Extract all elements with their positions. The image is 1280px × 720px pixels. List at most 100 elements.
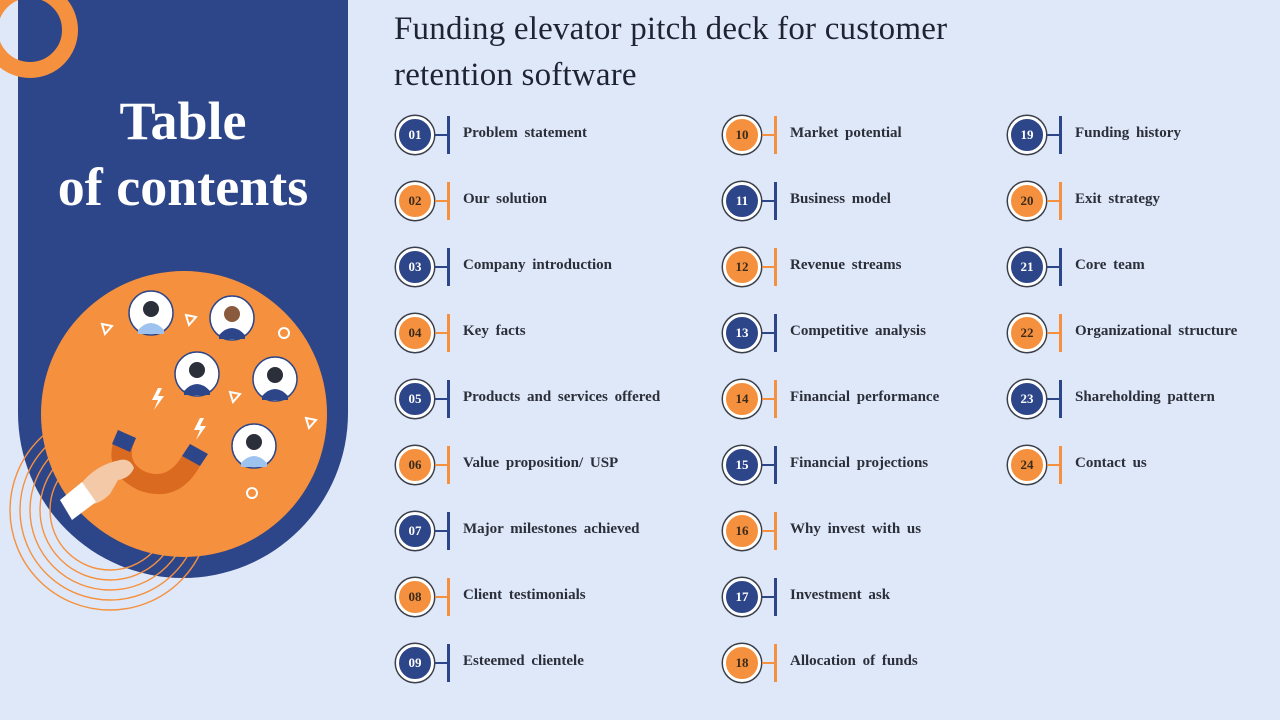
connector-line [435, 398, 449, 400]
magnet-icon [111, 430, 208, 495]
connector-bar [1059, 116, 1062, 154]
item-label: Products and services offered [463, 389, 661, 405]
toc-item[interactable]: 18 Allocation of funds [723, 644, 1013, 684]
toc-item[interactable]: 22 Organizational structure [1008, 314, 1280, 354]
item-label: Value proposition/ USP [463, 455, 619, 471]
toc-item[interactable]: 10 Market potential [723, 116, 1013, 156]
item-label: Problem statement [463, 125, 587, 141]
toc-item[interactable]: 13 Competitive analysis [723, 314, 1013, 354]
connector-bar [774, 644, 777, 682]
toc-item[interactable]: 21 Core team [1008, 248, 1280, 288]
connector-bar [1059, 380, 1062, 418]
toc-item[interactable]: 06 Value proposition/ USP [396, 446, 686, 486]
connector-bar [447, 380, 450, 418]
connector-line [1047, 200, 1061, 202]
toc-item[interactable]: 07 Major milestones achieved [396, 512, 686, 552]
toc-item[interactable]: 14 Financial performance [723, 380, 1013, 420]
toc-item[interactable]: 24 Contact us [1008, 446, 1280, 486]
connector-line [435, 530, 449, 532]
toc-item[interactable]: 03 Company introduction [396, 248, 686, 288]
toc-item[interactable]: 23 Shareholding pattern [1008, 380, 1280, 420]
item-number-badge: 13 [723, 314, 761, 352]
toc-title: Table of contents [18, 88, 348, 220]
item-label: Funding history [1075, 125, 1181, 141]
item-number-badge: 15 [723, 446, 761, 484]
connector-bar [1059, 182, 1062, 220]
connector-bar [447, 446, 450, 484]
item-label: Investment ask [790, 587, 891, 603]
item-number-badge: 06 [396, 446, 434, 484]
toc-item[interactable]: 11 Business model [723, 182, 1013, 222]
connector-line [435, 662, 449, 664]
connector-line [435, 332, 449, 334]
item-label: Company introduction [463, 257, 613, 273]
item-label: Key facts [463, 323, 526, 339]
item-label: Contact us [1075, 455, 1147, 471]
item-label: Financial performance [790, 389, 940, 405]
connector-line [435, 134, 449, 136]
item-number-badge: 22 [1008, 314, 1046, 352]
person-icon [231, 423, 277, 469]
connector-bar [447, 512, 450, 550]
connector-bar [774, 578, 777, 616]
person-icon [252, 356, 298, 402]
item-number-badge: 20 [1008, 182, 1046, 220]
toc-item[interactable]: 01 Problem statement [396, 116, 686, 156]
connector-line [1047, 332, 1061, 334]
toc-item[interactable]: 16 Why invest with us [723, 512, 1013, 552]
item-number-badge: 17 [723, 578, 761, 616]
hand-icon [60, 459, 134, 520]
connector-bar [447, 116, 450, 154]
connector-line [762, 200, 776, 202]
connector-line [762, 398, 776, 400]
connector-bar [447, 248, 450, 286]
toc-item[interactable]: 02 Our solution [396, 182, 686, 222]
toc-item[interactable]: 15 Financial projections [723, 446, 1013, 486]
connector-bar [774, 380, 777, 418]
item-number-badge: 24 [1008, 446, 1046, 484]
item-number-badge: 03 [396, 248, 434, 286]
connector-line [762, 134, 776, 136]
toc-item[interactable]: 19 Funding history [1008, 116, 1280, 156]
deck-title: Funding elevator pitch deck for customer… [394, 6, 1094, 98]
item-label: Esteemed clientele [463, 653, 584, 669]
person-icon [128, 290, 174, 336]
toc-item[interactable]: 12 Revenue streams [723, 248, 1013, 288]
connector-bar [774, 182, 777, 220]
toc-item[interactable]: 20 Exit strategy [1008, 182, 1280, 222]
toc-item[interactable]: 09 Esteemed clientele [396, 644, 686, 684]
toc-item[interactable]: 17 Investment ask [723, 578, 1013, 618]
item-label: Financial projections [790, 455, 929, 471]
connector-line [1047, 464, 1061, 466]
item-label: Shareholding pattern [1075, 389, 1215, 405]
connector-line [762, 266, 776, 268]
item-number-badge: 10 [723, 116, 761, 154]
connector-bar [774, 248, 777, 286]
connector-bar [1059, 314, 1062, 352]
item-number-badge: 04 [396, 314, 434, 352]
item-number-badge: 19 [1008, 116, 1046, 154]
item-number-badge: 02 [396, 182, 434, 220]
connector-bar [774, 116, 777, 154]
item-label: Market potential [790, 125, 902, 141]
connector-line [762, 464, 776, 466]
connector-line [1047, 398, 1061, 400]
toc-item[interactable]: 04 Key facts [396, 314, 686, 354]
connector-bar [1059, 248, 1062, 286]
item-number-badge: 01 [396, 116, 434, 154]
toc-item[interactable]: 05 Products and services offered [396, 380, 686, 420]
item-label: Our solution [463, 191, 547, 207]
connector-line [1047, 134, 1061, 136]
item-number-badge: 14 [723, 380, 761, 418]
item-number-badge: 05 [396, 380, 434, 418]
item-number-badge: 07 [396, 512, 434, 550]
item-label: Major milestones achieved [463, 521, 640, 537]
customer-magnet-illustration [41, 271, 327, 557]
connector-bar [447, 644, 450, 682]
person-icon [209, 295, 255, 341]
toc-item[interactable]: 08 Client testimonials [396, 578, 686, 618]
connector-line [435, 266, 449, 268]
connector-bar [774, 512, 777, 550]
item-number-badge: 18 [723, 644, 761, 682]
